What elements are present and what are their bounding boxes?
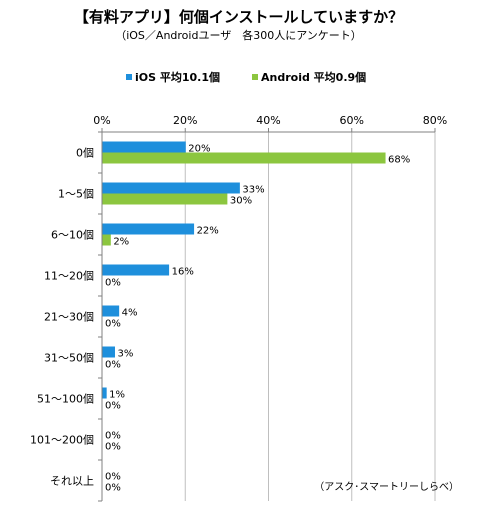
ios-bar [102,264,170,276]
android-value-label: 0% [105,360,121,371]
ios-value-label: 22% [197,226,219,237]
android-value-label: 0% [105,401,121,412]
category-label: 51～100個 [37,393,94,406]
x-tick-label: 40% [256,114,280,127]
ios-value-label: 0% [105,472,121,483]
chart-subtitle: （iOS／Androidユーザ 各300人にアンケート） [115,29,362,42]
ios-value-label: 1% [109,390,125,401]
category-label: 1～5個 [58,188,94,201]
x-tick-label: 80% [423,114,447,127]
android-value-label: 68% [388,155,410,166]
labels-layer: 20%68%33%30%22%2%16%0%4%0%3%0%1%0%0%0%0%… [105,144,410,494]
category-label: 11～20個 [44,270,94,283]
ios-bar [102,223,195,235]
android-value-label: 0% [105,483,121,494]
bars-layer [102,141,386,399]
android-value-label: 0% [105,319,121,330]
category-label: 101～200個 [30,434,94,447]
android-bar [102,234,111,246]
ios-value-label: 0% [105,431,121,442]
chart-title: 【有料アプリ】何個インストールしていますか？ [73,8,404,26]
legend-swatch-android [252,74,258,80]
android-value-label: 0% [105,442,121,453]
android-value-label: 2% [113,237,129,248]
ios-value-label: 33% [242,185,264,196]
ios-bar [102,305,120,317]
category-label: 6～10個 [51,229,94,242]
android-value-label: 30% [230,196,252,207]
ios-value-label: 4% [122,308,138,319]
category-label: 0個 [76,147,94,160]
legend-label-ios: iOS 平均10.1個 [135,70,220,84]
x-tick-label: 20% [173,114,197,127]
android-bar [102,193,228,205]
x-tick-label: 0% [93,114,110,127]
ios-bar [102,346,115,358]
axis-layer: 0% 20% 40% 60% 80% 0個 1～5個 6～10個 11～20個 21～30個 31～… [30,114,447,502]
ios-bar [102,141,186,153]
legend: iOS 平均10.1個 Android 平均0.9個 [126,70,366,84]
ios-bar [102,387,107,399]
category-label: それ以上 [50,475,94,488]
ios-value-label: 16% [172,267,194,278]
ios-bar [102,182,240,194]
legend-swatch-ios [126,74,132,80]
x-tick-label: 60% [340,114,364,127]
category-label: 21～30個 [44,311,94,324]
legend-label-android: Android 平均0.9個 [261,70,366,84]
category-label: 31～50個 [44,352,94,365]
ios-value-label: 20% [188,144,210,155]
android-value-label: 0% [105,278,121,289]
android-bar [102,152,386,164]
source-credit: （アスク･スマートリーしらべ） [314,482,459,493]
ios-value-label: 3% [117,349,133,360]
